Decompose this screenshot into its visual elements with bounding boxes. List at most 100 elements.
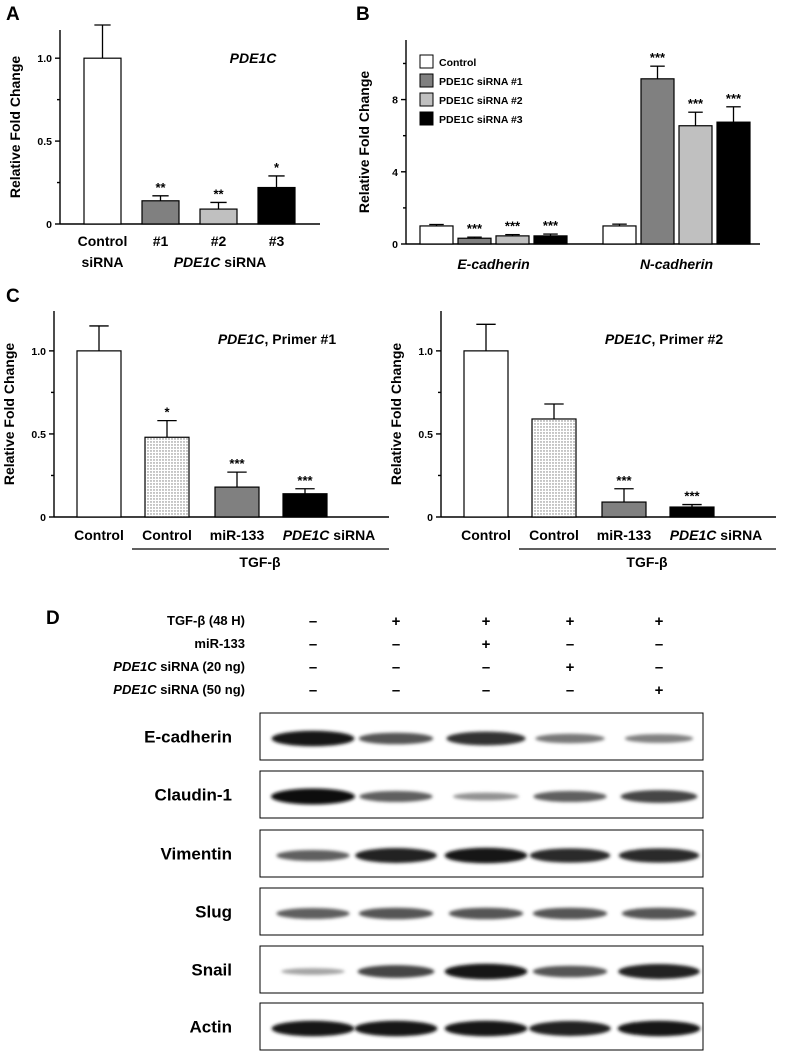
chart-title-rest: , Primer #1 xyxy=(265,331,337,347)
bar xyxy=(257,186,296,225)
condition-label-rest: siRNA (20 ng) xyxy=(157,659,245,674)
blot-band xyxy=(533,790,607,803)
blot-band xyxy=(271,730,355,747)
legend-swatch xyxy=(419,111,434,126)
condition-sign: – xyxy=(392,659,400,676)
legend-label: Control xyxy=(439,57,476,69)
blot-band xyxy=(357,965,435,978)
chart-title-rest: , Primer #2 xyxy=(652,331,724,347)
bar xyxy=(463,350,509,518)
panel-letter: D xyxy=(46,608,60,629)
y-tick-label: 0.5 xyxy=(37,136,52,148)
y-axis-label: Relative Fold Change xyxy=(7,56,23,199)
condition-label: TGF-β (48 H) xyxy=(167,613,245,628)
x-tick-label: PDE1C siRNA xyxy=(283,527,376,543)
legend-label: PDE1C siRNA #3 xyxy=(439,114,523,126)
condition-sign: + xyxy=(566,659,575,676)
significance-label: * xyxy=(274,160,280,175)
condition-sign: – xyxy=(309,682,317,699)
x-tick-label: Control xyxy=(78,233,128,249)
y-tick-label: 0 xyxy=(392,239,398,251)
blot-band xyxy=(358,907,434,920)
bar xyxy=(214,486,260,518)
blot-label: Actin xyxy=(190,1018,233,1037)
blot-label: E-cadherin xyxy=(144,728,232,747)
x-tick-label-line2: siRNA xyxy=(81,254,123,270)
group-label: TGF-β xyxy=(239,554,281,570)
group-label-italic: PDE1C xyxy=(174,254,222,270)
y-tick-label: 1.0 xyxy=(418,346,433,358)
significance-label: * xyxy=(164,405,170,420)
x-tick-label: Control xyxy=(74,527,124,543)
y-axis-label: Relative Fold Change xyxy=(1,343,17,486)
y-axis-label: Relative Fold Change xyxy=(388,343,404,486)
significance-label: *** xyxy=(297,473,313,488)
significance-label: *** xyxy=(467,221,483,236)
x-tick-label: #1 xyxy=(153,233,169,249)
chart-title: PDE1C, Primer #2 xyxy=(605,331,724,347)
bar xyxy=(601,501,647,518)
blot-band xyxy=(453,792,519,801)
bar xyxy=(419,225,454,245)
bar xyxy=(640,78,675,245)
chart-title: PDE1C xyxy=(230,50,278,66)
bar xyxy=(199,208,238,225)
x-tick-label: Control xyxy=(461,527,511,543)
condition-sign: + xyxy=(482,613,491,630)
condition-sign: – xyxy=(566,636,574,653)
chart-title-italic: PDE1C xyxy=(218,331,266,347)
condition-sign: + xyxy=(392,613,401,630)
blot-band xyxy=(624,734,694,743)
condition-sign: + xyxy=(655,682,664,699)
blot-band xyxy=(271,788,355,805)
significance-label: *** xyxy=(229,456,245,471)
condition-sign: – xyxy=(392,682,400,699)
blot-band xyxy=(535,733,605,744)
chart-title: PDE1C, Primer #1 xyxy=(218,331,337,347)
blot-band xyxy=(276,849,350,862)
bar xyxy=(602,225,637,245)
x-tick-label: miR-133 xyxy=(210,527,265,543)
bar xyxy=(83,57,122,225)
blot-band xyxy=(529,848,611,863)
condition-sign: – xyxy=(309,636,317,653)
panel-letter: A xyxy=(6,4,20,25)
blot-band xyxy=(359,790,433,803)
blot-band xyxy=(618,964,700,979)
blot-band xyxy=(532,965,608,978)
x-tick-label-italic: PDE1C xyxy=(670,527,718,543)
x-tick-label: N-cadherin xyxy=(640,256,713,272)
condition-sign: – xyxy=(566,682,574,699)
y-axis-label: Relative Fold Change xyxy=(356,71,372,214)
panel-d: D TGF-β (48 H) – + + + + miR-133 – – + – – PDE1C siRN… xyxy=(46,608,704,1051)
blot-band xyxy=(354,1020,438,1037)
blot-band xyxy=(444,847,528,864)
condition-sign: – xyxy=(309,613,317,630)
condition-sign: + xyxy=(655,613,664,630)
group-label: TGF-β xyxy=(626,554,668,570)
panel-letter: C xyxy=(6,286,20,307)
x-tick-label-italic: PDE1C xyxy=(283,527,331,543)
y-tick-label: 0 xyxy=(46,219,52,231)
legend-swatch xyxy=(419,92,434,107)
bar xyxy=(669,506,715,518)
significance-label: *** xyxy=(650,50,666,65)
blot-band xyxy=(276,907,350,920)
condition-label-italic: PDE1C xyxy=(113,659,157,674)
blot-band xyxy=(444,1020,528,1037)
significance-label: *** xyxy=(616,473,632,488)
bar xyxy=(533,235,568,245)
panel-letter: B xyxy=(356,4,370,25)
bar xyxy=(76,350,122,518)
condition-sign: – xyxy=(655,636,663,653)
y-tick-label: 8 xyxy=(392,95,398,107)
condition-label: miR-133 xyxy=(194,636,245,651)
blot-label: Snail xyxy=(191,961,232,980)
blot-band xyxy=(444,963,528,980)
panel-b: B 0 4 8 Relative Fold Change *** *** *** *** *** *… xyxy=(356,4,760,272)
group-label: PDE1C siRNA xyxy=(174,254,267,270)
y-tick-label: 0 xyxy=(427,512,433,524)
